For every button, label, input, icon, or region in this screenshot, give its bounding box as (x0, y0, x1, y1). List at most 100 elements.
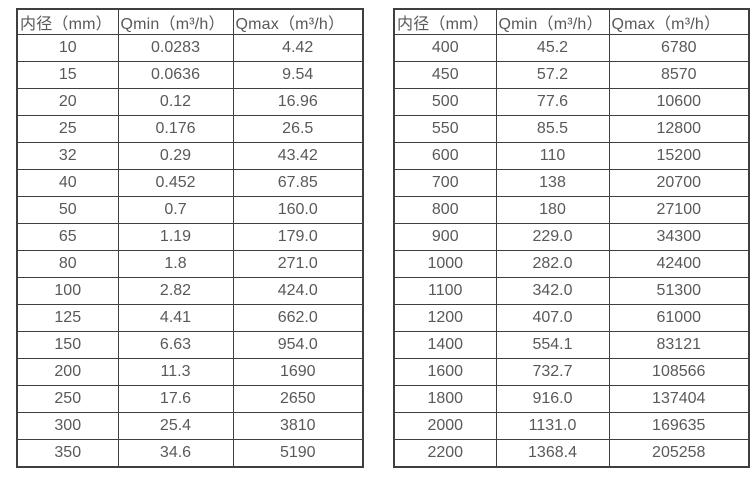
table-cell: 1.8 (117, 250, 234, 278)
table-cell: 0.176 (117, 115, 234, 143)
table-cell: 3810 (232, 412, 364, 440)
table-cell: 5190 (232, 439, 364, 467)
table-row: 32 0.29 43.42 (16, 142, 364, 170)
table-cell: 9.54 (232, 61, 364, 89)
table-cell: 51300 (608, 277, 750, 305)
table-cell: 43.42 (232, 142, 364, 170)
table-cell: 400 (393, 34, 497, 62)
table-cell: 15200 (608, 142, 750, 170)
table-cell: 108566 (608, 358, 750, 386)
table-cell: 250 (16, 385, 119, 413)
table-row: 700 138 20700 (393, 169, 750, 197)
table-cell: 1.19 (117, 223, 234, 251)
table-cell: 282.0 (495, 250, 610, 278)
table-cell: 600 (393, 142, 497, 170)
table-cell: 25 (16, 115, 119, 143)
table-cell: 8570 (608, 61, 750, 89)
table-cell: 77.6 (495, 88, 610, 116)
table-cell: 1690 (232, 358, 364, 386)
table-cell: 342.0 (495, 277, 610, 305)
table-row: 1800 916.0 137404 (393, 385, 750, 413)
table-row: 10 0.0283 4.42 (16, 34, 364, 62)
table-cell: 45.2 (495, 34, 610, 62)
table-row: 200 11.3 1690 (16, 358, 364, 386)
table-cell: 2.82 (117, 277, 234, 305)
table-cell: 6780 (608, 34, 750, 62)
table-cell: 42400 (608, 250, 750, 278)
table-cell: 300 (16, 412, 119, 440)
table-row: 1100 342.0 51300 (393, 277, 750, 305)
table-cell: 25.4 (117, 412, 234, 440)
table-cell: 100 (16, 277, 119, 305)
table-cell: 150 (16, 331, 119, 359)
column-header: 内径（mm） (16, 8, 119, 35)
table-cell: 0.452 (117, 169, 234, 197)
table-cell: 85.5 (495, 115, 610, 143)
table-row: 250 17.6 2650 (16, 385, 364, 413)
table-row: 900 229.0 34300 (393, 223, 750, 251)
table-row: 1000 282.0 42400 (393, 250, 750, 278)
table-cell: 350 (16, 439, 119, 467)
table-cell: 916.0 (495, 385, 610, 413)
header-row: 内径（mm） Qmin（m³/h） Qmax（m³/h） (16, 8, 364, 35)
table-cell: 554.1 (495, 331, 610, 359)
table-row: 40 0.452 67.85 (16, 169, 364, 197)
table-cell: 67.85 (232, 169, 364, 197)
table-row: 2000 1131.0 169635 (393, 412, 750, 440)
table-cell: 424.0 (232, 277, 364, 305)
column-header: Qmax（m³/h） (608, 8, 750, 35)
table-cell: 1368.4 (495, 439, 610, 467)
flow-table-small-diameters: 内径（mm） Qmin（m³/h） Qmax（m³/h） 10 0.0283 4.42 15… (16, 8, 364, 468)
table-cell: 6.63 (117, 331, 234, 359)
table-cell: 800 (393, 196, 497, 224)
table-cell: 954.0 (232, 331, 364, 359)
table-cell: 407.0 (495, 304, 610, 332)
table-row: 25 0.176 26.5 (16, 115, 364, 143)
table-cell: 80 (16, 250, 119, 278)
column-header: Qmin（m³/h） (117, 8, 234, 35)
table-row: 20 0.12 16.96 (16, 88, 364, 116)
table-row: 50 0.7 160.0 (16, 196, 364, 224)
table-cell: 65 (16, 223, 119, 251)
table-cell: 110 (495, 142, 610, 170)
table-row: 150 6.63 954.0 (16, 331, 364, 359)
table-cell: 12800 (608, 115, 750, 143)
table-cell: 0.0636 (117, 61, 234, 89)
table-cell: 15 (16, 61, 119, 89)
table-cell: 1800 (393, 385, 497, 413)
table-row: 800 180 27100 (393, 196, 750, 224)
table-cell: 271.0 (232, 250, 364, 278)
table-cell: 26.5 (232, 115, 364, 143)
table-row: 125 4.41 662.0 (16, 304, 364, 332)
table-cell: 83121 (608, 331, 750, 359)
table-row: 550 85.5 12800 (393, 115, 750, 143)
table-cell: 200 (16, 358, 119, 386)
column-header: Qmin（m³/h） (495, 8, 610, 35)
table-cell: 1131.0 (495, 412, 610, 440)
table-cell: 137404 (608, 385, 750, 413)
table-row: 300 25.4 3810 (16, 412, 364, 440)
table-cell: 2200 (393, 439, 497, 467)
table-cell: 1000 (393, 250, 497, 278)
table-cell: 229.0 (495, 223, 610, 251)
table-row: 100 2.82 424.0 (16, 277, 364, 305)
table-row: 450 57.2 8570 (393, 61, 750, 89)
table-row: 500 77.6 10600 (393, 88, 750, 116)
table-cell: 700 (393, 169, 497, 197)
table-cell: 20 (16, 88, 119, 116)
flow-table-large-diameters: 内径（mm） Qmin（m³/h） Qmax（m³/h） 400 45.2 6780 450… (393, 8, 750, 468)
table-cell: 61000 (608, 304, 750, 332)
table-cell: 169635 (608, 412, 750, 440)
table-row: 1200 407.0 61000 (393, 304, 750, 332)
table-row: 400 45.2 6780 (393, 34, 750, 62)
column-header: Qmax（m³/h） (232, 8, 364, 35)
table-cell: 11.3 (117, 358, 234, 386)
table-row: 1600 732.7 108566 (393, 358, 750, 386)
table-cell: 138 (495, 169, 610, 197)
table-cell: 4.41 (117, 304, 234, 332)
table-cell: 0.0283 (117, 34, 234, 62)
table-cell: 1600 (393, 358, 497, 386)
table-cell: 27100 (608, 196, 750, 224)
table-cell: 160.0 (232, 196, 364, 224)
